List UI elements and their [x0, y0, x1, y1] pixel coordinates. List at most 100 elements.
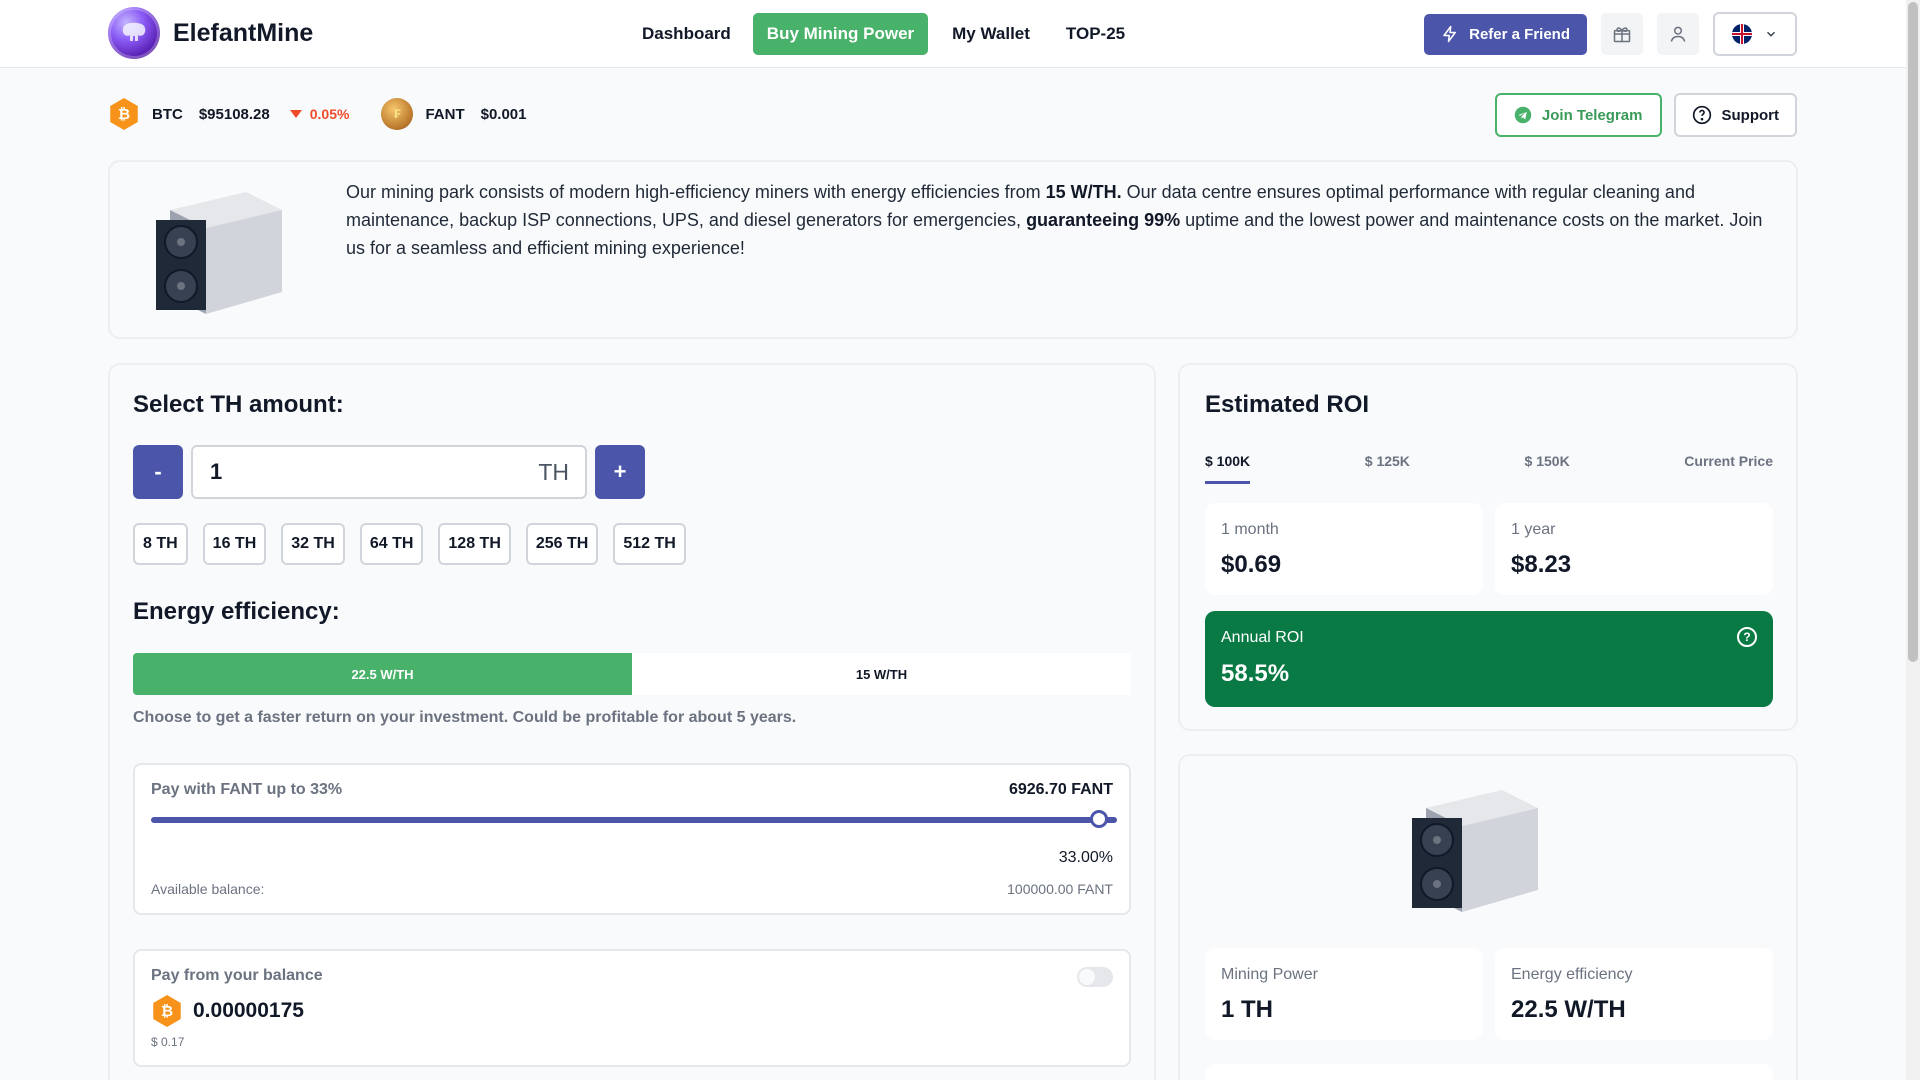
nav-dashboard[interactable]: Dashboard	[642, 24, 731, 43]
th-amount-value: 1	[210, 459, 223, 484]
th-unit-label: TH	[538, 458, 569, 485]
roi-year-value: $8.23	[1511, 551, 1572, 578]
fant-coin-icon: ₣	[381, 98, 414, 130]
btc-symbol: BTC	[152, 105, 183, 123]
help-circle-icon[interactable]: ?	[1737, 627, 1757, 647]
purchase-panel: Select TH amount: - 1 TH + 8 TH 16 TH 32 T…	[108, 363, 1156, 1080]
th-preset-button[interactable]: 32 TH	[281, 523, 345, 565]
tab-current-price[interactable]: Current Price	[1684, 453, 1773, 469]
th-preset-button[interactable]: 64 TH	[359, 523, 424, 565]
select-th-title: Select TH amount:	[133, 391, 344, 418]
uk-flag-icon	[1732, 24, 1752, 44]
annual-roi-card: Annual ROI 58.5% ?	[1205, 611, 1773, 707]
efficiency-toggle: 22.5 W/TH 15 W/TH	[133, 653, 1131, 695]
balance-usd-value: $ 0.17	[151, 1035, 185, 1049]
roi-month-value: $0.69	[1221, 551, 1282, 578]
energy-efficiency-label: Energy efficiency	[1511, 966, 1633, 983]
refer-friend-label: Refer a Friend	[1469, 25, 1570, 43]
user-icon	[1670, 26, 1686, 42]
btc-change: 0.05%	[309, 106, 350, 122]
tab-125k[interactable]: $ 125K	[1364, 453, 1410, 469]
efficiency-note: Choose to get a faster return on your in…	[133, 709, 797, 726]
fant-slider-thumb[interactable]	[1090, 810, 1108, 828]
spec-card	[1205, 1064, 1773, 1080]
available-balance-value: 100000.00 FANT	[1007, 881, 1113, 897]
join-telegram-button[interactable]: Join Telegram	[1494, 93, 1662, 137]
decrease-button[interactable]: -	[133, 445, 183, 499]
tab-150k[interactable]: $ 150K	[1524, 453, 1570, 469]
balance-value: 0.00000175	[193, 999, 304, 1022]
nav-my-wallet[interactable]: My Wallet	[952, 24, 1030, 43]
mining-power-card: Mining Power 1 TH	[1205, 948, 1483, 1040]
mining-park-info: Our mining park consists of modern high-…	[108, 160, 1798, 339]
mining-park-description: Our mining park consists of modern high-…	[346, 182, 1763, 258]
energy-efficiency-card: Energy efficiency 22.5 W/TH	[1495, 948, 1773, 1040]
telegram-icon	[1514, 106, 1532, 124]
support-button[interactable]: Support	[1673, 93, 1797, 137]
asic-miner-image	[1412, 790, 1538, 912]
th-presets: 8 TH 16 TH 32 TH 64 TH 128 TH 256 TH 512 TH	[133, 523, 686, 565]
annual-roi-label: Annual ROI	[1221, 629, 1304, 646]
th-preset-button[interactable]: 128 TH	[438, 523, 511, 565]
support-label: Support	[1721, 106, 1780, 124]
estimated-roi-panel: Estimated ROI $ 100K $ 125K $ 150K Curre…	[1178, 363, 1798, 731]
mining-power-label: Mining Power	[1221, 966, 1318, 983]
btc-price: $95108.28	[198, 105, 270, 123]
th-preset-button[interactable]: 8 TH	[133, 523, 188, 565]
th-preset-button[interactable]: 256 TH	[525, 523, 599, 565]
top-header: ElefantMine Dashboard Buy Mining Power M…	[0, 0, 1920, 68]
th-amount-input[interactable]: 1 TH	[191, 445, 587, 499]
pay-from-balance-toggle[interactable]	[1077, 967, 1113, 987]
main-nav: Dashboard Buy Mining Power My Wallet TOP…	[628, 13, 1147, 55]
nav-buy-mining-power[interactable]: Buy Mining Power	[752, 13, 929, 55]
roi-price-tabs: $ 100K $ 125K $ 150K Current Price	[1205, 453, 1773, 484]
energy-efficiency-title: Energy efficiency:	[133, 598, 340, 625]
th-preset-button[interactable]: 512 TH	[613, 523, 686, 565]
fant-symbol: FANT	[425, 105, 465, 123]
annual-roi-value: 58.5%	[1221, 660, 1290, 687]
miner-summary-panel: Mining Power 1 TH Energy efficiency 22.5…	[1178, 754, 1798, 1080]
price-ticker: ₿ BTC $95108.28 0.05% ₣ FANT $0.001	[108, 98, 527, 130]
fant-slider-track[interactable]	[151, 817, 1117, 823]
pay-with-fant-card: Pay with FANT up to 33% 6926.70 FANT 33.…	[133, 763, 1131, 915]
down-arrow-icon	[289, 110, 302, 118]
refer-friend-button[interactable]: Refer a Friend	[1424, 13, 1587, 55]
nav-top-25[interactable]: TOP-25	[1065, 24, 1126, 43]
asic-miner-image	[156, 192, 282, 314]
bitcoin-icon: ₿	[153, 995, 181, 1027]
fant-payment-label: Pay with FANT up to 33%	[151, 781, 343, 798]
efficiency-option-22-5[interactable]: 22.5 W/TH	[133, 653, 632, 695]
th-preset-button[interactable]: 16 TH	[202, 523, 267, 565]
available-balance-label: Available balance:	[151, 881, 265, 897]
fant-payment-amount: 6926.70 FANT	[1008, 781, 1113, 798]
logo[interactable]: ElefantMine	[108, 7, 313, 59]
mining-power-value: 1 TH	[1221, 996, 1274, 1023]
th-amount-stepper: - 1 TH +	[133, 445, 645, 499]
fant-percent: 33.00%	[1058, 849, 1113, 866]
bitcoin-icon: ₿	[110, 98, 138, 130]
help-circle-icon	[1692, 105, 1711, 125]
elephant-logo-icon	[108, 7, 160, 59]
roi-month-card: 1 month $0.69	[1205, 503, 1483, 595]
gift-button[interactable]	[1601, 13, 1643, 55]
increase-button[interactable]: +	[595, 445, 645, 499]
chevron-down-icon	[1766, 31, 1776, 37]
header-actions: Refer a Friend	[1424, 12, 1797, 56]
roi-year-card: 1 year $8.23	[1495, 503, 1773, 595]
lightning-icon	[1443, 25, 1457, 43]
gift-icon	[1613, 27, 1631, 43]
join-telegram-label: Join Telegram	[1541, 106, 1643, 124]
page-scrollbar[interactable]	[1906, 0, 1920, 1080]
balance-row: ₿ 0.00000175	[151, 995, 304, 1027]
scrollbar-thumb[interactable]	[1908, 2, 1918, 662]
energy-efficiency-value: 22.5 W/TH	[1511, 996, 1626, 1023]
tab-100k[interactable]: $ 100K	[1205, 453, 1251, 484]
brand-name: ElefantMine	[173, 18, 314, 47]
roi-month-label: 1 month	[1221, 521, 1279, 538]
estimated-roi-title: Estimated ROI	[1205, 391, 1370, 418]
roi-year-label: 1 year	[1511, 521, 1556, 538]
efficiency-option-15[interactable]: 15 W/TH	[632, 653, 1131, 695]
profile-button[interactable]	[1657, 13, 1699, 55]
language-selector[interactable]	[1713, 12, 1797, 56]
community-actions: Join Telegram Support	[1494, 93, 1797, 137]
